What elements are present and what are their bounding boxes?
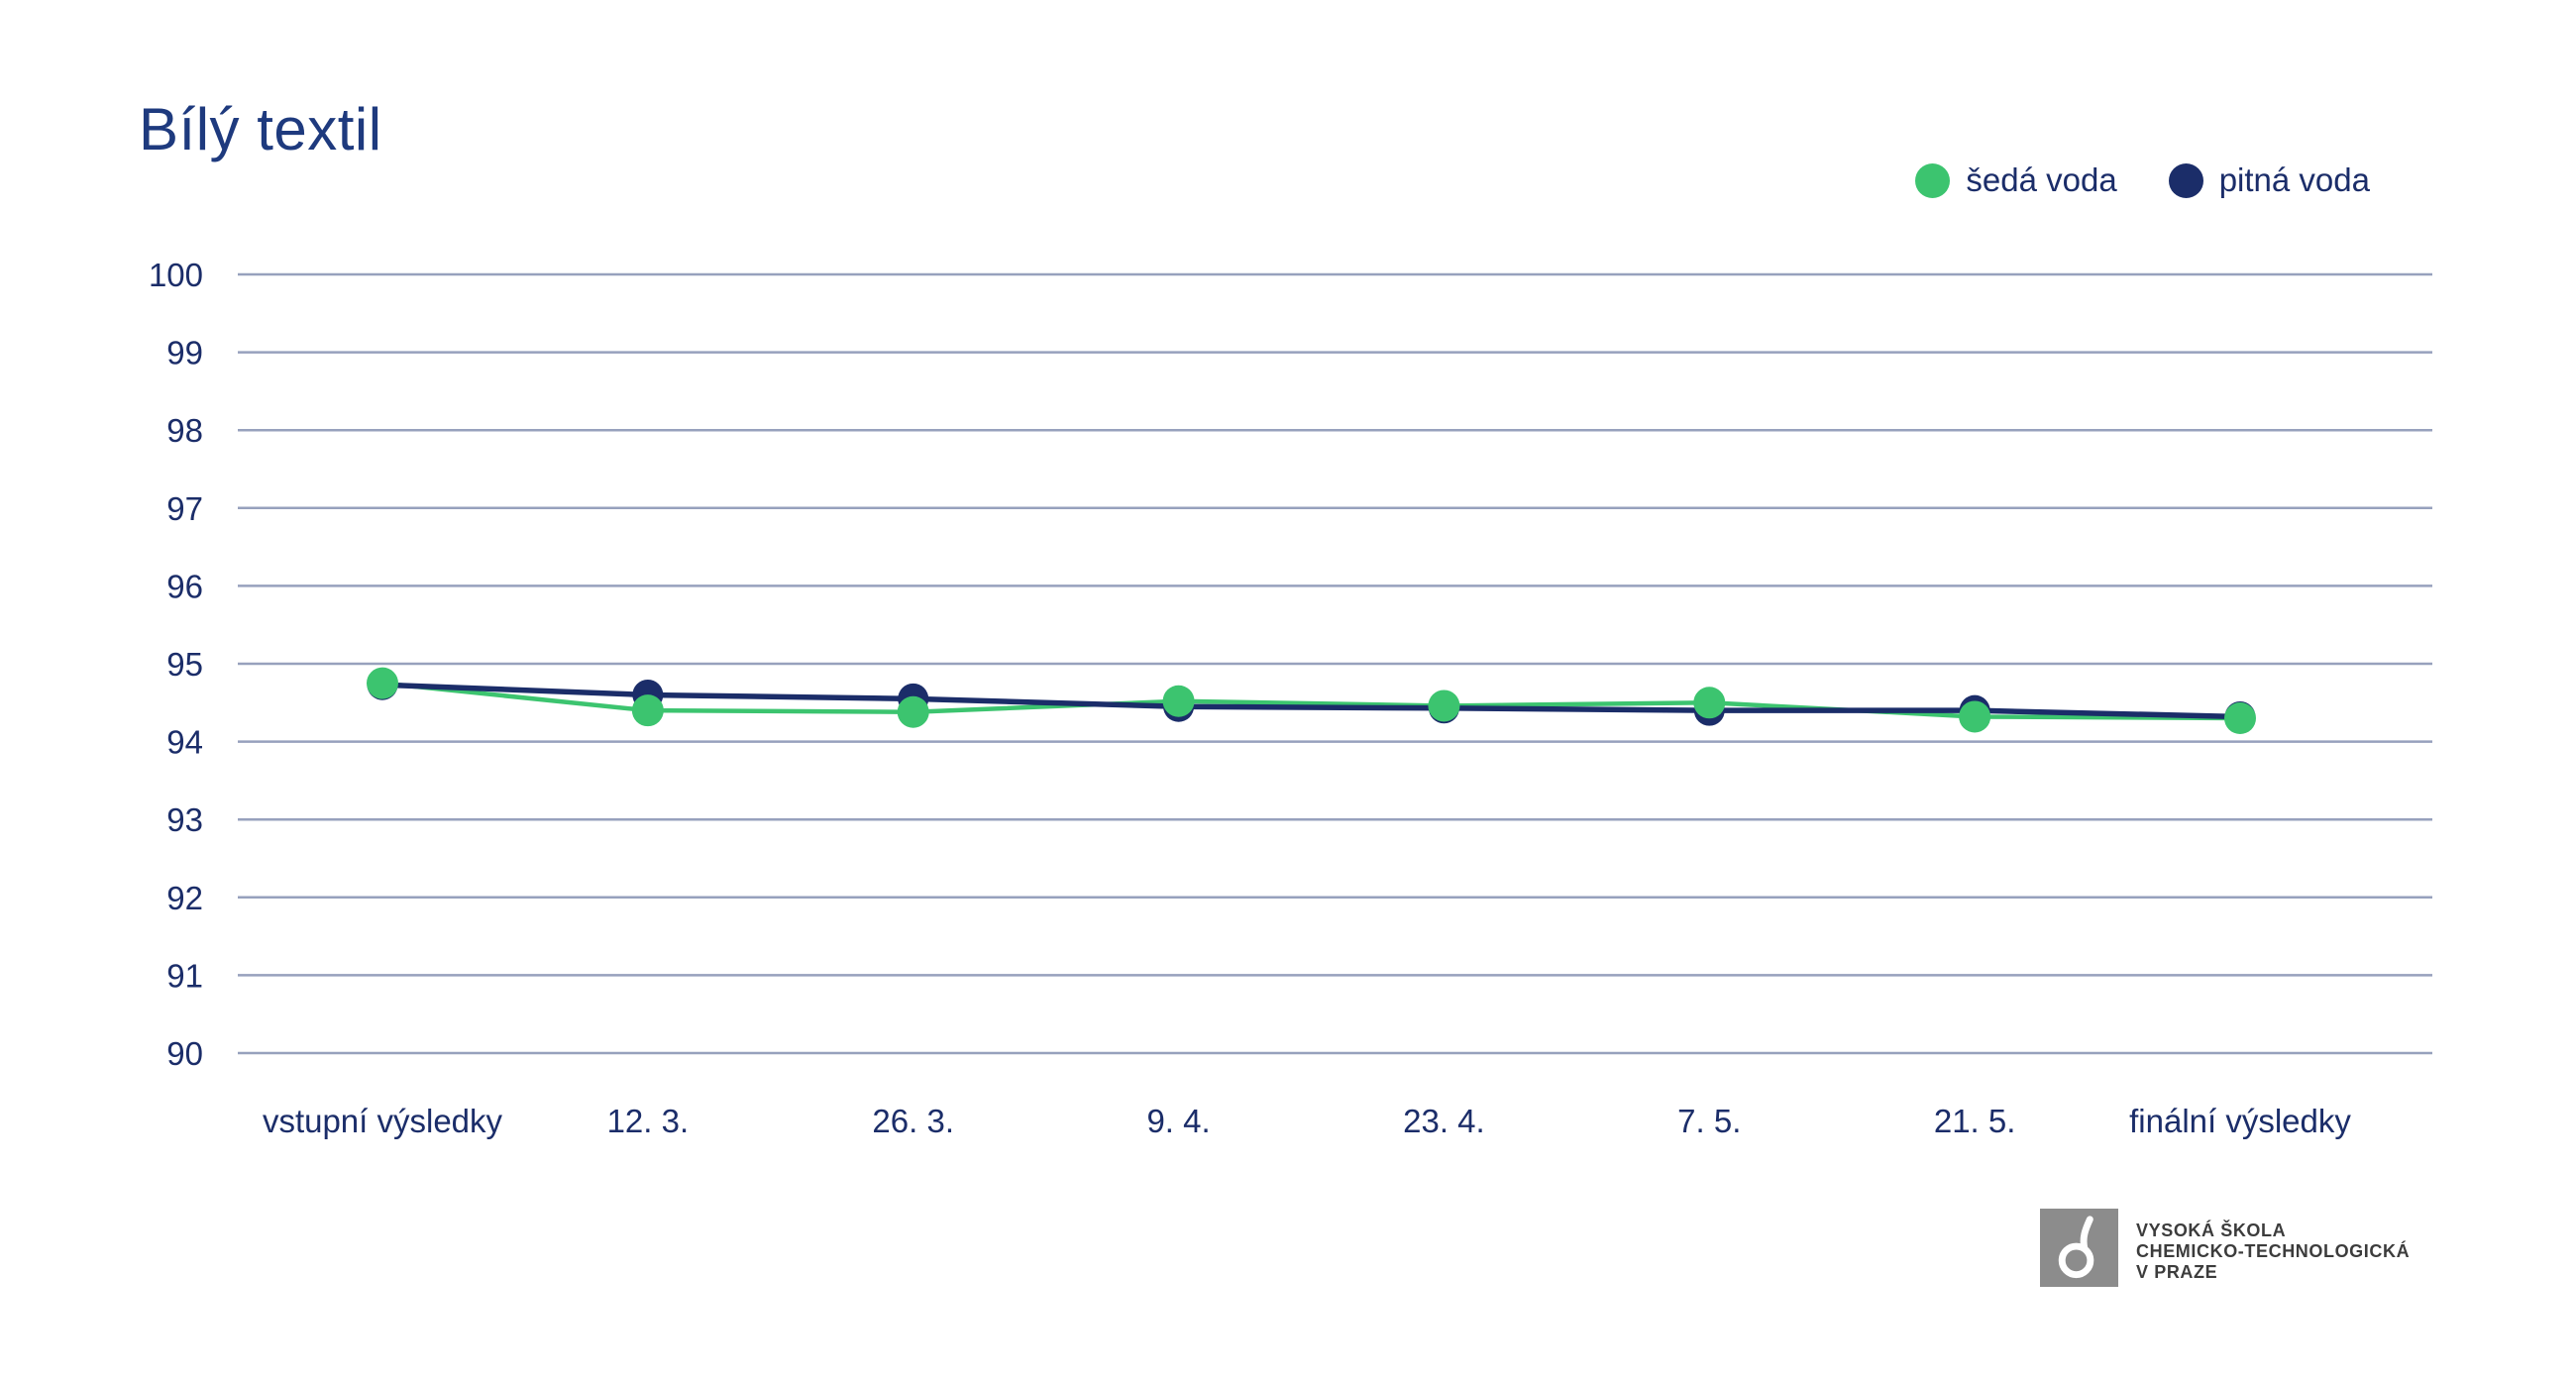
series-line-seda-voda [381,681,2241,721]
y-axis-tick-label: 96 [166,568,203,604]
university-logo: VYSOKÁ ŠKOLA CHEMICKO-TECHNOLOGICKÁ V PR… [2040,1209,2410,1287]
x-axis-label: 23. 4. [1403,1103,1485,1139]
university-name: VYSOKÁ ŠKOLA CHEMICKO-TECHNOLOGICKÁ V PR… [2136,1209,2410,1283]
x-axis-label: vstupní výsledky [263,1103,503,1139]
droplet-icon [2040,1209,2118,1287]
y-axis-tick-label: 91 [166,957,203,994]
data-point-seda-voda-5 [1693,687,1726,719]
data-point-seda-voda-0 [367,667,398,699]
y-axis-tick-label: 98 [166,412,203,449]
legend-label-seda-voda: šedá voda [1966,161,2117,198]
y-axis-tick-label: 97 [166,490,203,527]
data-point-seda-voda-7 [2223,702,2256,735]
legend-label-pitna-voda: pitná voda [2218,161,2370,198]
series-line-pitna-voda [381,682,2241,720]
university-name-line2: CHEMICKO-TECHNOLOGICKÁ [2136,1241,2411,1261]
y-axis-tick-label: 94 [166,724,203,761]
legend-dot-seda-voda-icon [1915,162,1951,198]
x-axis-label: 26. 3. [872,1103,954,1139]
x-axis-label: 7. 5. [1677,1103,1741,1139]
university-name-line3: V PRAZE [2136,1262,2218,1282]
data-point-seda-voda-6 [1959,700,1991,733]
legend-item-seda-voda: šedá voda [1915,161,2117,199]
y-axis-tick-label: 92 [166,880,203,916]
legend-dot-pitna-voda-icon [2168,162,2203,198]
university-name-line1: VYSOKÁ ŠKOLA [2136,1221,2287,1240]
y-axis-tick-label: 100 [149,257,203,293]
data-point-seda-voda-3 [1162,685,1195,717]
data-point-seda-voda-4 [1428,690,1460,722]
legend-item-pitna-voda: pitná voda [2168,161,2370,199]
data-point-seda-voda-2 [897,695,929,728]
y-axis-tick-label: 90 [166,1035,203,1072]
page-title: Bílý textil [139,96,382,162]
y-axis-tick-label: 99 [166,335,203,372]
y-axis-tick-label: 95 [166,646,203,683]
y-axis-tick-label: 93 [166,801,203,838]
x-axis-label: 9. 4. [1146,1103,1210,1139]
x-axis-label: 21. 5. [1934,1103,2016,1139]
x-axis-label: 12. 3. [607,1103,690,1139]
legend: šedá voda pitná voda [1915,161,2370,199]
x-axis-label: finální výsledky [2129,1103,2351,1139]
data-point-seda-voda-1 [631,694,664,727]
